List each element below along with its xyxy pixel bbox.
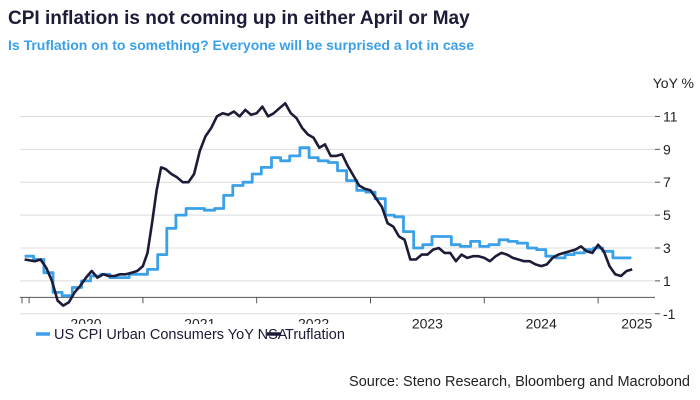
legend: US CPI Urban Consumers YoY NSA Truflatio…	[36, 324, 388, 343]
y-tick-label: -1	[663, 306, 676, 322]
x-tick-label: 2023	[412, 315, 443, 331]
series-layer	[24, 102, 633, 307]
legend-label-truflation: Truflation	[285, 327, 345, 343]
x-tick-label: 2025	[621, 315, 652, 331]
gridlines	[20, 115, 655, 315]
y-axis-ticks: -1 1 3 5 7 9 11	[655, 108, 678, 322]
y-tick-label: 11	[663, 108, 678, 124]
y-tick-label: 1	[663, 273, 671, 289]
y-tick-label: 9	[663, 141, 671, 157]
series-line-truflation	[24, 102, 633, 307]
series-line-cpi	[24, 146, 632, 298]
x-tick-label: 2024	[526, 315, 557, 331]
y-axis-label: YoY %	[653, 75, 694, 91]
y-tick-label: 5	[663, 207, 671, 223]
y-tick-label: 7	[663, 174, 671, 190]
chart-subtitle: Is Truflation on to something? Everyone …	[8, 37, 474, 53]
y-tick-label: 3	[663, 240, 671, 256]
legend-background	[36, 324, 388, 342]
chart-title: CPI inflation is not coming up in either…	[8, 8, 470, 29]
legend-label-cpi: US CPI Urban Consumers YoY NSA	[54, 327, 288, 343]
source-note: Source: Steno Research, Bloomberg and Ma…	[349, 374, 690, 390]
